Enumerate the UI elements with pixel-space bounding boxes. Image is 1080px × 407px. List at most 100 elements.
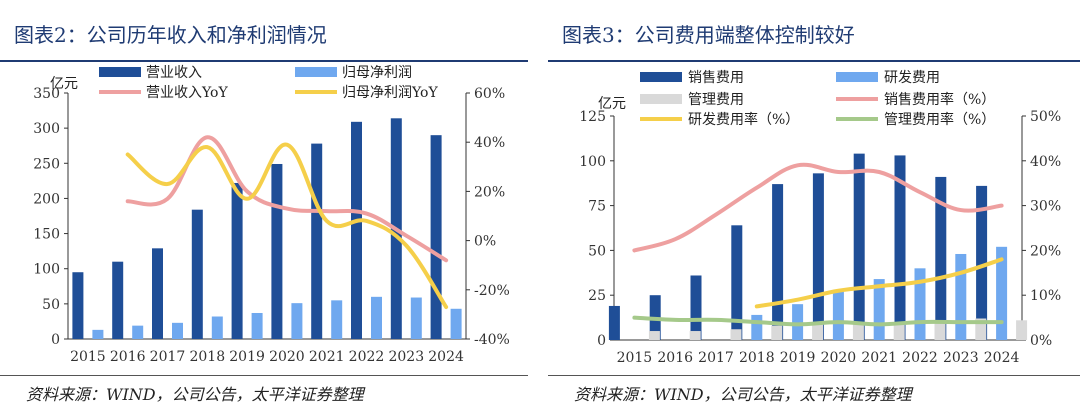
- left-bar-net-profit: [450, 308, 462, 339]
- left-footer-rule: [0, 375, 528, 376]
- right-x-tick-label: 2017: [698, 350, 734, 366]
- right-x-tick-label: 2022: [902, 350, 938, 366]
- right-chart-title: 图表3：公司费用端整体控制较好: [562, 23, 855, 47]
- right-bar-sales: [772, 184, 784, 340]
- right-y-tick-label: 0: [597, 333, 606, 349]
- right-bar-rd: [996, 246, 1008, 340]
- right-bar-admin: [975, 318, 987, 340]
- right-y-tick-label: 75: [588, 199, 606, 215]
- right-x-tick-label: 2021: [861, 350, 897, 366]
- left-y2-tick-label: 0%: [474, 234, 496, 250]
- left-bar-net-profit: [410, 297, 422, 339]
- left-y-tick-label: 300: [33, 121, 60, 137]
- left-y-tick-label: 200: [33, 191, 60, 207]
- left-bar-revenue: [72, 272, 84, 339]
- legend-label-admin-rate: 管理费用率（%）: [884, 111, 995, 128]
- left-chart-title-bar: 图表2：公司历年收入和净利润情况: [0, 8, 528, 62]
- left-x-tick-label: 2018: [189, 349, 225, 365]
- right-x-tick-label: 2015: [617, 350, 653, 366]
- right-unit-label: 亿元: [598, 96, 626, 112]
- left-bar-net-profit: [92, 329, 104, 339]
- left-y-tick-label: 350: [33, 86, 60, 102]
- right-chart-panel: 图表3：公司费用端整体控制较好 亿元 销售费用 研发费用 管理费用 销售费用率（…: [548, 0, 1080, 407]
- right-bar-rd: [873, 279, 885, 340]
- legend-label-revenue-yoy: 营业收入YoY: [146, 85, 228, 101]
- left-chart: 亿元 营业收入 归母净利润 营业收入YoY 归母净利润YoY 0 50 100 150…: [33, 64, 510, 365]
- left-plot-area: 0 50 100 150 200 250 300 350 -40% -20% 0% 20% 40% 60%…: [33, 86, 510, 365]
- left-bar-net-profit: [371, 296, 382, 339]
- right-bar-rd: [751, 314, 763, 340]
- right-y-tick-label: 100: [579, 154, 606, 170]
- right-bar-admin: [934, 320, 946, 340]
- right-bar-admin: [1016, 320, 1028, 340]
- left-x-tick-label: 2022: [349, 349, 385, 365]
- left-line-revenue-yoy: [125, 135, 449, 263]
- left-bar-net-profit: [251, 312, 263, 339]
- left-chart-panel: 图表2：公司历年收入和净利润情况 亿元 营业收入 归母净利润 营业收入YoY 归…: [0, 0, 528, 407]
- legend-swatch-revenue: [99, 67, 141, 77]
- left-title-rule: [0, 60, 528, 62]
- right-y2-tick-label: 10%: [1030, 288, 1061, 304]
- right-y2-tick-label: 40%: [1030, 154, 1061, 170]
- legend-label-revenue: 营业收入: [146, 65, 202, 81]
- legend-swatch-admin: [640, 94, 682, 104]
- legend-swatch-rd: [836, 72, 878, 82]
- left-bar-net-profit: [291, 303, 303, 339]
- left-y2-tick-label: 60%: [474, 86, 505, 102]
- right-bar-rd: [955, 253, 967, 340]
- left-line-net-profit-yoy: [125, 142, 449, 310]
- left-legend: 营业收入 归母净利润 营业收入YoY 归母净利润YoY: [99, 64, 438, 101]
- left-bar-revenue: [271, 163, 283, 339]
- right-line-admin-rate: [632, 315, 1004, 327]
- left-bar-net-profit: [331, 300, 343, 339]
- right-line-sales-rate: [632, 162, 1004, 253]
- right-y-tick-label: 25: [588, 288, 606, 304]
- legend-label-rd-rate: 研发费用率（%）: [688, 111, 799, 128]
- right-bar-sales: [853, 153, 865, 340]
- right-bar-sales: [812, 173, 824, 340]
- left-bar-revenue: [351, 121, 362, 340]
- right-y2-tick-label: 30%: [1030, 199, 1061, 215]
- right-bar-sales: [976, 185, 988, 340]
- right-chart-title-bar: 图表3：公司费用端整体控制较好: [548, 8, 1080, 62]
- left-bar-revenue: [231, 182, 243, 339]
- right-bar-rd: [832, 289, 844, 340]
- left-y-tick-label: 100: [33, 262, 60, 278]
- legend-swatch-sales: [640, 72, 682, 82]
- left-x-tick-label: 2015: [70, 349, 106, 365]
- right-bar-admin: [648, 331, 660, 340]
- right-bar-admin: [689, 331, 701, 340]
- left-y2-tick-label: 20%: [474, 184, 505, 200]
- left-bar-net-profit: [172, 322, 183, 339]
- legend-label-admin: 管理费用: [688, 92, 744, 108]
- left-bar-revenue: [191, 209, 203, 339]
- right-y2-tick-label: 50%: [1030, 109, 1061, 125]
- left-x-tick-label: 2023: [388, 349, 424, 365]
- left-y2-tick-label: -20%: [474, 283, 510, 299]
- left-bar-revenue: [311, 143, 323, 339]
- left-bar-net-profit: [132, 325, 144, 339]
- left-y-tick-label: 250: [33, 156, 60, 172]
- right-bar-sales: [935, 176, 947, 340]
- legend-label-rd: 研发费用: [884, 70, 940, 86]
- right-y-tick-label: 50: [588, 243, 606, 259]
- right-line-rd-rate: [754, 257, 1004, 309]
- left-chart-title: 图表2：公司历年收入和净利润情况: [14, 23, 327, 47]
- left-x-tick-label: 2019: [229, 349, 265, 365]
- left-y2-tick-label: 40%: [474, 135, 505, 151]
- right-bar-rd: [914, 268, 926, 340]
- right-bar-sales: [731, 225, 743, 340]
- left-x-tick-label: 2016: [110, 349, 146, 365]
- legend-swatch-net-profit: [295, 67, 337, 77]
- legend-label-net-profit: 归母净利润: [342, 64, 412, 81]
- left-y2-tick-label: -40%: [474, 332, 510, 348]
- left-unit-label: 亿元: [50, 76, 78, 92]
- left-bar-revenue: [152, 248, 163, 339]
- right-bar-admin: [893, 322, 905, 340]
- left-source: 资料来源：WIND，公司公告，太平洋证券整理: [26, 385, 364, 404]
- right-bar-admin: [730, 329, 742, 340]
- right-bar-sales: [690, 275, 702, 340]
- right-source: 资料来源：WIND，公司公告，太平洋证券整理: [574, 385, 912, 404]
- right-plot-area: 0 25 50 75 100 125 0% 10% 20% 30% 40% 50% 2015 2016 20…: [579, 109, 1061, 366]
- right-footer-rule: [548, 375, 1080, 376]
